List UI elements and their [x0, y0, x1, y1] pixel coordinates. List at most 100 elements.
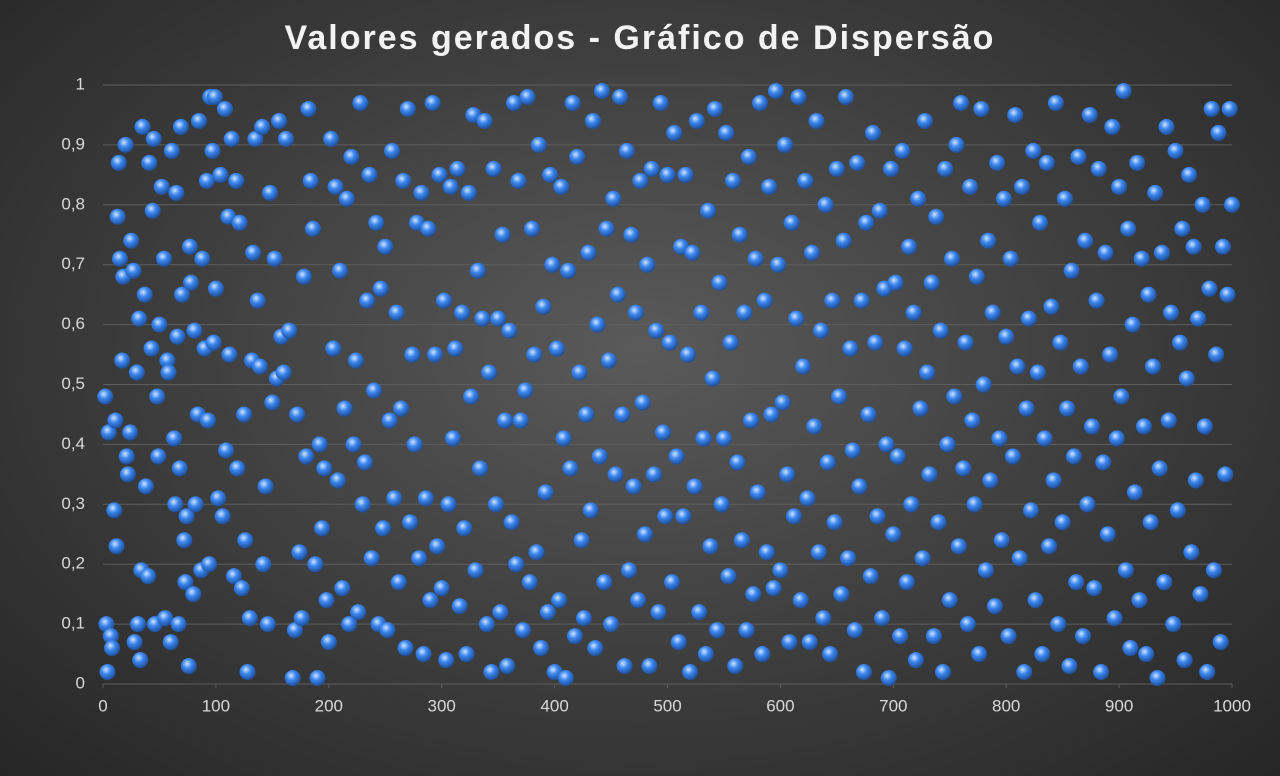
point	[650, 604, 667, 621]
point	[657, 508, 674, 525]
point	[1151, 460, 1168, 477]
point	[1187, 472, 1204, 489]
point	[1199, 664, 1216, 681]
point	[431, 166, 448, 183]
point	[702, 538, 719, 555]
point	[862, 568, 879, 585]
x-tick-label: 1000	[1213, 696, 1251, 715]
point	[539, 604, 556, 621]
point	[1043, 298, 1060, 315]
point	[706, 100, 723, 117]
point	[923, 274, 940, 291]
point	[548, 340, 565, 357]
point	[247, 130, 264, 147]
point	[177, 574, 194, 591]
point	[467, 562, 484, 579]
point	[374, 520, 391, 537]
point	[1065, 448, 1082, 465]
point	[858, 214, 875, 231]
point	[1219, 286, 1236, 303]
point	[426, 346, 443, 363]
point	[765, 580, 782, 597]
point	[100, 424, 117, 441]
point	[395, 172, 412, 189]
point	[729, 454, 746, 471]
point	[668, 448, 685, 465]
point	[1176, 652, 1193, 669]
point	[625, 478, 642, 495]
point	[833, 586, 850, 603]
point	[1038, 154, 1055, 171]
point	[1142, 514, 1159, 531]
point	[564, 94, 581, 111]
point	[458, 646, 475, 663]
point	[693, 304, 710, 321]
point	[722, 334, 739, 351]
point	[1061, 658, 1078, 675]
point	[122, 424, 139, 441]
point	[575, 610, 592, 627]
point	[950, 538, 967, 555]
point	[921, 466, 938, 483]
point	[1138, 646, 1155, 663]
x-tick-label: 400	[540, 696, 568, 715]
point	[207, 280, 224, 297]
point	[675, 508, 692, 525]
point	[914, 550, 931, 567]
point	[157, 610, 174, 627]
point	[711, 274, 728, 291]
point	[1072, 358, 1089, 375]
point	[1115, 82, 1132, 99]
point	[485, 160, 502, 177]
point	[560, 262, 577, 279]
point	[166, 430, 183, 447]
point	[968, 268, 985, 285]
x-tick-label: 500	[653, 696, 681, 715]
point	[930, 514, 947, 531]
point	[607, 466, 624, 483]
point	[255, 556, 272, 573]
point	[262, 184, 279, 201]
point	[973, 100, 990, 117]
point	[1095, 454, 1112, 471]
point	[343, 148, 360, 165]
point	[781, 634, 798, 651]
point	[325, 340, 342, 357]
point	[971, 646, 988, 663]
point	[594, 82, 611, 99]
point	[824, 292, 841, 309]
point	[1201, 280, 1218, 297]
point	[826, 514, 843, 531]
point	[641, 658, 658, 675]
point	[204, 142, 221, 159]
point	[277, 130, 294, 147]
point	[932, 322, 949, 339]
point	[1124, 316, 1141, 333]
point	[869, 508, 886, 525]
point	[767, 82, 784, 99]
point	[828, 160, 845, 177]
point	[892, 628, 909, 645]
point	[205, 334, 222, 351]
point	[1086, 580, 1103, 597]
point	[460, 184, 477, 201]
point	[111, 250, 128, 267]
point	[584, 112, 601, 129]
y-tick-label: 0,2	[61, 554, 85, 573]
point	[413, 184, 430, 201]
point	[314, 520, 331, 537]
point	[501, 322, 518, 339]
point	[749, 484, 766, 501]
point	[1210, 124, 1227, 141]
point	[433, 580, 450, 597]
point	[1052, 334, 1069, 351]
point	[132, 652, 149, 669]
point	[1093, 664, 1110, 681]
point	[128, 364, 145, 381]
point	[329, 472, 346, 489]
point	[614, 406, 631, 423]
point	[231, 214, 248, 231]
x-tick-label: 100	[202, 696, 230, 715]
point	[1000, 628, 1017, 645]
